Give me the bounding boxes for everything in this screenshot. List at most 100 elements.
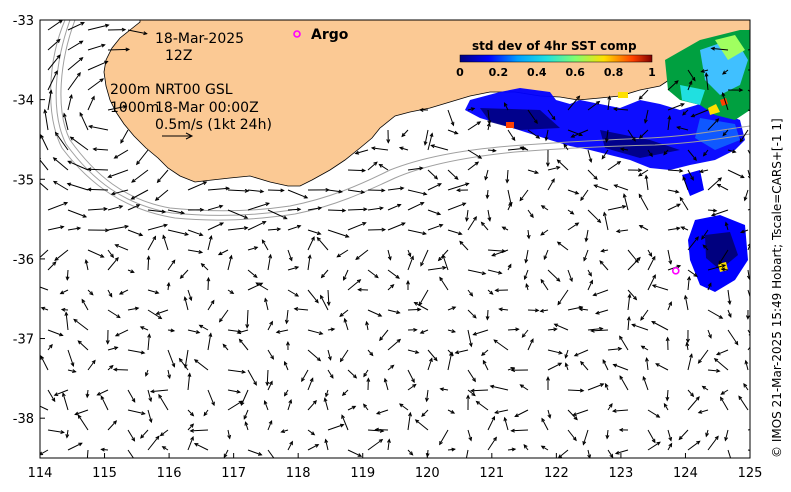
current-arrow-head <box>345 234 350 238</box>
current-arrow-head <box>640 316 645 321</box>
current-arrow <box>487 437 497 451</box>
current-arrow-head <box>84 258 89 264</box>
current-arrow-head <box>148 418 153 424</box>
current-arrow-head <box>523 275 528 281</box>
current-arrow <box>747 269 750 279</box>
current-arrow <box>574 349 589 357</box>
current-arrow-head <box>199 207 205 212</box>
current-arrow <box>638 194 649 211</box>
current-arrow-head <box>76 226 82 231</box>
current-arrow <box>558 449 569 458</box>
current-arrow <box>557 241 569 251</box>
current-arrow-head <box>465 182 470 187</box>
current-arrow <box>324 398 329 411</box>
current-arrow-head <box>480 221 485 226</box>
current-arrow <box>167 260 176 271</box>
current-arrow-head <box>450 121 455 127</box>
current-arrow-head <box>316 357 322 362</box>
lon-tick-label: 115 <box>92 466 117 481</box>
current-arrow-head <box>675 189 680 194</box>
current-arrow <box>227 255 232 271</box>
latitude-axis: -33 -34 -35 -36 -37 -38 <box>13 14 45 427</box>
current-arrow-head <box>265 202 271 207</box>
current-arrow-head <box>352 374 358 379</box>
current-arrow-head <box>717 177 723 182</box>
current-arrow <box>467 369 476 382</box>
current-arrow-head <box>720 396 724 401</box>
lat-tick-label: -34 <box>13 94 34 109</box>
current-arrow <box>699 169 709 173</box>
current-arrow-head <box>253 381 257 386</box>
current-arrow-head <box>529 213 534 219</box>
current-vectors <box>35 20 761 458</box>
current-arrow-head <box>618 427 624 432</box>
current-arrow-head <box>481 351 486 357</box>
current-arrow <box>499 308 509 311</box>
current-arrow <box>77 414 89 431</box>
current-arrow-head <box>462 202 467 207</box>
current-arrow-head <box>470 107 476 112</box>
current-arrow-head <box>651 438 656 444</box>
current-arrow <box>307 400 317 411</box>
current-arrow-head <box>631 323 636 328</box>
current-arrow-head <box>210 299 215 305</box>
current-arrow-head <box>343 317 348 323</box>
current-arrow <box>707 118 719 131</box>
current-arrow-head <box>523 443 528 449</box>
current-arrow-head <box>148 397 153 403</box>
current-arrow-head <box>676 264 682 269</box>
lon-tick-label: 124 <box>673 466 698 481</box>
current-arrow-head <box>622 193 627 198</box>
current-arrow-head <box>540 205 546 210</box>
current-arrow-head <box>451 447 456 452</box>
current-arrow-head <box>59 290 65 295</box>
current-arrow-head <box>701 235 706 240</box>
current-arrow <box>667 249 672 264</box>
lon-tick-label: 116 <box>157 466 182 481</box>
current-arrow-head <box>458 231 463 236</box>
current-arrow-head <box>697 409 703 414</box>
current-arrow <box>522 329 529 338</box>
current-arrow <box>207 235 212 251</box>
current-arrow <box>367 207 383 211</box>
current-arrow <box>679 197 689 211</box>
current-arrow <box>367 269 379 278</box>
current-arrow-head <box>121 27 127 32</box>
current-arrow-head <box>166 281 171 287</box>
current-arrow-head <box>370 146 376 151</box>
current-arrow-head <box>430 144 435 149</box>
current-arrow-head <box>451 306 457 311</box>
current-arrow-head <box>645 357 649 362</box>
current-arrow-head <box>398 146 404 151</box>
current-arrow <box>467 269 486 275</box>
current-arrow-head <box>208 234 213 240</box>
current-arrow <box>527 169 539 174</box>
current-arrow-head <box>716 368 721 373</box>
current-arrow <box>687 169 694 181</box>
current-arrow <box>287 249 293 261</box>
current-arrow <box>187 436 194 451</box>
current-arrow-head <box>679 168 684 173</box>
current-arrow-head <box>556 241 562 246</box>
current-arrow-head <box>35 259 38 262</box>
current-arrow-head <box>59 332 64 337</box>
current-arrow <box>471 389 489 392</box>
current-arrow <box>67 94 73 111</box>
current-arrow-head <box>442 254 446 259</box>
current-arrow <box>740 229 749 233</box>
current-arrow-head <box>320 294 324 300</box>
current-arrow-head <box>341 208 347 213</box>
current-arrow <box>375 429 389 431</box>
current-arrow-head <box>107 174 112 178</box>
current-arrow <box>256 282 269 291</box>
current-arrow-head <box>757 96 761 99</box>
current-arrow-head <box>276 227 282 232</box>
current-arrow-head <box>637 168 643 173</box>
current-arrow <box>158 394 169 411</box>
current-arrow <box>487 416 495 431</box>
current-arrow <box>227 209 248 219</box>
current-arrow <box>240 389 249 406</box>
current-arrow-head <box>676 126 681 130</box>
map-hour: 12Z <box>165 48 192 64</box>
current-arrow-head <box>674 80 679 85</box>
